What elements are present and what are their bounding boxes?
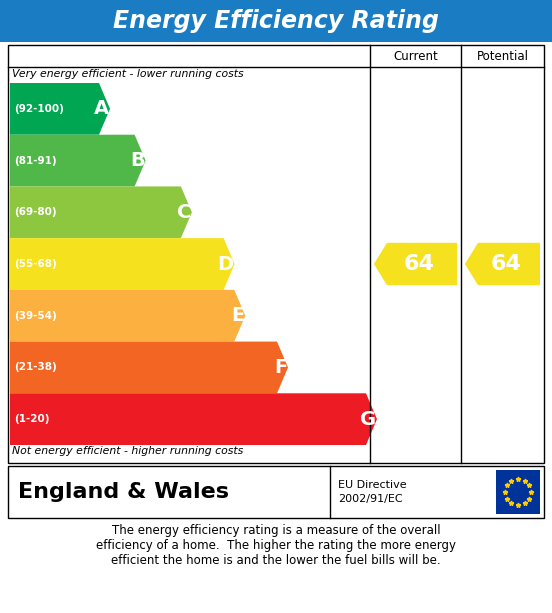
Polygon shape (465, 243, 540, 285)
Text: 64: 64 (491, 254, 522, 274)
Text: (39-54): (39-54) (14, 311, 57, 321)
Text: (81-91): (81-91) (14, 156, 57, 166)
Polygon shape (10, 394, 377, 445)
Bar (496, 470, 540, 514)
Text: G: G (360, 409, 376, 428)
Text: Not energy efficient - higher running costs: Not energy efficient - higher running co… (12, 446, 243, 456)
Polygon shape (10, 341, 288, 394)
Text: 2002/91/EC: 2002/91/EC (338, 494, 402, 504)
Bar (0, 0, 552, 42)
Text: E: E (231, 306, 245, 326)
Polygon shape (10, 83, 110, 135)
Text: (1-20): (1-20) (14, 414, 50, 424)
Bar (8, 466, 544, 518)
Bar (8, 45, 544, 463)
Text: D: D (217, 254, 233, 273)
Text: Very energy efficient - lower running costs: Very energy efficient - lower running co… (12, 69, 243, 79)
Text: EU Directive: EU Directive (338, 480, 407, 490)
Text: (92-100): (92-100) (14, 104, 64, 114)
Text: Energy Efficiency Rating: Energy Efficiency Rating (113, 9, 439, 33)
Text: A: A (94, 99, 109, 118)
Text: F: F (274, 358, 287, 377)
Polygon shape (10, 290, 245, 341)
Text: B: B (130, 151, 145, 170)
Text: The energy efficiency rating is a measure of the overall
efficiency of a home.  : The energy efficiency rating is a measur… (96, 524, 456, 567)
Polygon shape (374, 243, 457, 285)
Polygon shape (10, 135, 146, 186)
Polygon shape (10, 186, 192, 238)
Polygon shape (10, 238, 235, 290)
Text: (21-38): (21-38) (14, 362, 57, 373)
Text: (69-80): (69-80) (14, 207, 57, 217)
Text: Current: Current (393, 50, 438, 63)
Text: C: C (177, 203, 191, 222)
Text: 64: 64 (404, 254, 435, 274)
Text: Potential: Potential (476, 50, 528, 63)
Text: (55-68): (55-68) (14, 259, 57, 269)
Text: England & Wales: England & Wales (18, 482, 229, 502)
